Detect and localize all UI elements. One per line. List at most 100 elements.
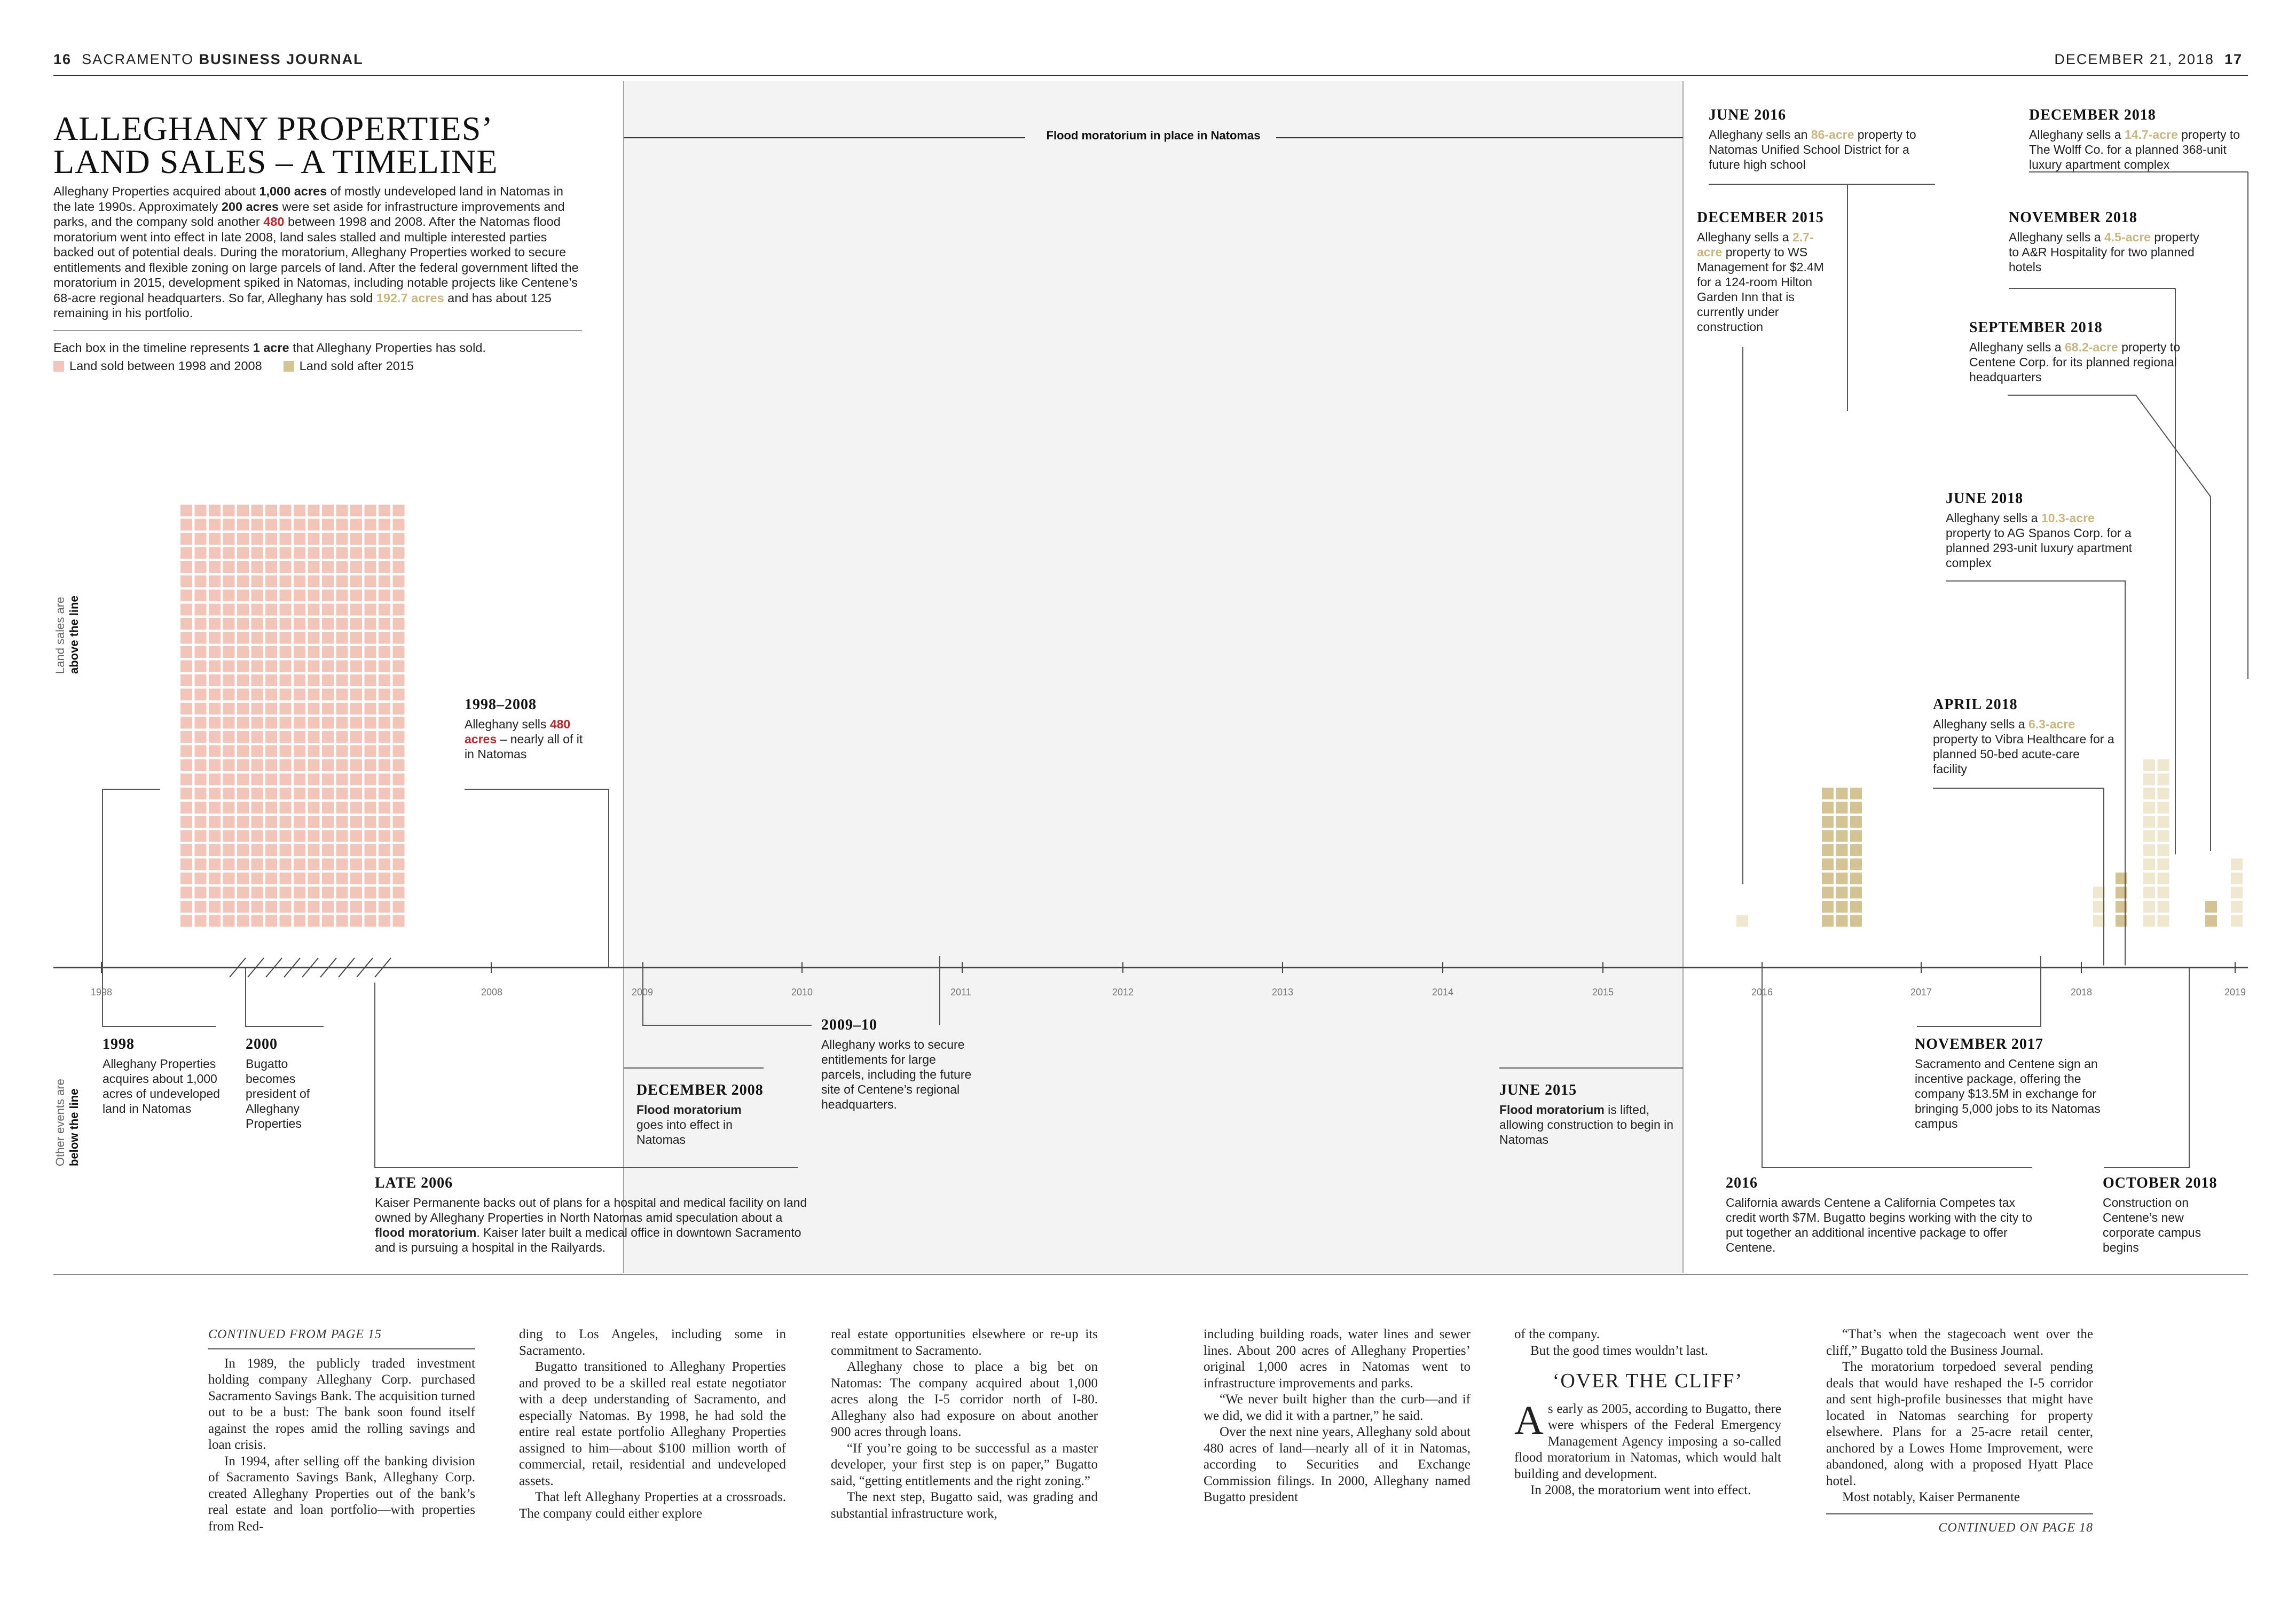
acre-box-june-2018 [2116,915,2127,927]
acre-box-1998-2008 [308,603,320,616]
axis-label-above-pre: Land sales are [53,596,67,674]
event-text: California awards Centene a California C… [1726,1196,2033,1254]
leader-below-2009-a [642,968,812,1026]
legend-note: Each box in the timeline represents 1 ac… [53,341,486,355]
acre-box-1998-2008 [223,901,235,913]
acre-box-1998-2008 [251,788,263,799]
acre-box-1998-2008 [379,731,390,743]
acre-box-1998-2008 [265,519,277,531]
intro-text-5: and has about 125 remaining in his portf… [53,290,552,320]
acre-box-1998-2008 [379,519,390,531]
acre-box-1998-2008 [223,703,235,714]
acre-box-september-2018 [2157,886,2169,899]
acre-box-june-2018 [2116,886,2127,899]
event-head: 2016 [1726,1175,1758,1191]
event-sep-2018: SEPTEMBER 2018 Alleghany sells a 68.2-ac… [1969,319,2183,384]
article-column-5: of the company. But the good times would… [1514,1326,1781,1499]
acre-box-1998-2008 [237,844,249,856]
event-head: OCTOBER 2018 [2103,1175,2218,1191]
acre-box-1998-2008 [209,505,221,516]
acre-box-1998-2008 [322,646,334,658]
acre-box-1998-2008 [294,505,305,516]
acre-box-1998-2008 [180,688,192,701]
acre-box-september-2018 [2143,802,2155,814]
acre-box-1998-2008 [237,618,249,630]
acre-box-1998-2008 [294,561,305,573]
acre-box-1998-2008 [180,533,192,545]
acre-box-september-2018 [2157,901,2169,913]
acre-box-june-2016 [1836,844,1848,856]
acre-box-1998-2008 [194,802,207,814]
acre-box-december-2018 [2231,901,2243,913]
axis-break-slash [229,957,246,978]
acre-box-1998-2008 [209,901,221,913]
intro-text-2: of mostly undeveloped land in Natomas in… [53,184,563,214]
acre-box-1998-2008 [294,745,305,757]
acre-box-1998-2008 [379,575,390,587]
acre-box-june-2016 [1822,816,1834,828]
year-label-2015: 2015 [1592,987,1614,998]
acre-box-1998-2008 [336,674,348,686]
event-head: 2000 [246,1036,278,1053]
acre-box-1998-2008 [223,519,235,531]
acre-box-1998-2008 [392,873,405,884]
event-head: JUNE 2018 [1946,490,2024,507]
event-head: 1998–2008 [465,696,537,713]
leader-below-nov-2017 [1917,956,2041,1027]
acre-box-september-2018 [2157,788,2169,799]
article-column-6: “That’s when the stagecoach went over th… [1826,1326,2093,1536]
acre-box-september-2018 [2143,873,2155,884]
acre-box-1998-2008 [279,575,292,587]
acre-box-1998-2008 [379,830,390,842]
continued-on-rule [1826,1513,2093,1514]
acre-box-december-2018 [2231,886,2243,899]
acre-box-june-2016 [1822,915,1834,927]
acre-box-1998-2008 [336,519,348,531]
event-text: Alleghany Properties acquires about 1,00… [103,1057,220,1116]
acre-box-1998-2008 [392,886,405,899]
article-column-2: ding to Los Angeles, including some in S… [519,1326,786,1522]
acre-box-1998-2008 [180,745,192,757]
acre-box-1998-2008 [237,773,249,786]
year-label-2017: 2017 [1910,987,1932,998]
acre-box-1998-2008 [379,773,390,786]
acre-box-1998-2008 [194,547,207,559]
acre-box-1998-2008 [265,816,277,828]
acre-box-1998-2008 [237,547,249,559]
acre-box-1998-2008 [294,915,305,927]
acre-box-1998-2008 [265,561,277,573]
acre-box-1998-2008 [308,632,320,644]
acre-box-1998-2008 [180,844,192,856]
acre-box-june-2016 [1822,844,1834,856]
leader-below-1998 [102,968,216,1027]
axis-break-slash [265,957,282,978]
acre-box-1998-2008 [350,660,362,672]
event-highlight: 6.3-acre [2028,717,2075,731]
acre-box-1998-2008 [350,844,362,856]
acre-box-1998-2008 [251,915,263,927]
acre-box-1998-2008 [251,759,263,771]
acre-box-1998-2008 [180,759,192,771]
acre-box-1998-2008 [223,773,235,786]
acre-box-1998-2008 [364,788,376,799]
acre-box-1998-2008 [350,603,362,616]
axis-break-slash [374,957,391,978]
acre-box-1998-2008 [279,632,292,644]
acre-box-1998-2008 [194,674,207,686]
legend-label-late: Land sold after 2015 [299,359,414,373]
acre-box-1998-2008 [350,731,362,743]
acre-box-september-2018 [2157,858,2169,870]
acre-box-1998-2008 [364,646,376,658]
acre-box-1998-2008 [308,788,320,799]
article-paragraph: In 1994, after selling off the banking d… [208,1454,475,1534]
article-paragraph: of the company. [1514,1327,1600,1341]
acre-box-1998-2008 [308,731,320,743]
acre-box-1998-2008 [279,788,292,799]
acre-box-1998-2008 [392,519,405,531]
acre-box-1998-2008 [308,519,320,531]
event-head: DECEMBER 2018 [2029,107,2156,123]
acre-box-1998-2008 [392,745,405,757]
acre-box-1998-2008 [336,858,348,870]
acre-box-1998-2008 [350,674,362,686]
acre-box-1998-2008 [364,547,376,559]
